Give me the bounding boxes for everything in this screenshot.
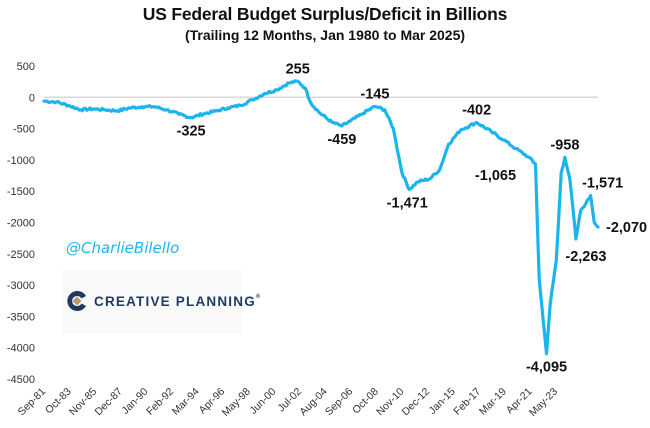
y-tick-label: -1000 xyxy=(7,155,35,167)
x-tick-label: Nov-10 xyxy=(374,386,407,419)
data-label: -402 xyxy=(462,102,491,118)
x-axis-ticks: Sep-81Oct-83Nov-85Dec-87Jan-90Feb-92Mar-… xyxy=(16,386,561,419)
x-tick-label: May-98 xyxy=(220,386,253,419)
y-axis-ticks: 500 0 -500 -1000 -1500 -2000 -2500 -3000 -3500 -4… xyxy=(7,61,35,386)
data-labels: -325 255 -459 -145 -1,471 -402 -1,065 -958 -4,09… xyxy=(177,61,648,375)
registered-mark: ® xyxy=(255,293,262,300)
y-tick-label: 0 xyxy=(29,92,35,104)
y-tick-label: -2500 xyxy=(7,249,35,261)
logo-text: CREATIVE PLANNING® xyxy=(94,293,262,309)
data-label: -2,263 xyxy=(565,249,606,265)
creative-planning-logo: CREATIVE PLANNING® xyxy=(66,290,262,312)
y-tick-label: -500 xyxy=(13,124,35,136)
y-tick-label: -3000 xyxy=(7,280,35,292)
data-label: -459 xyxy=(327,132,356,148)
x-tick-label: Feb-92 xyxy=(144,386,176,418)
y-tick-label: -4000 xyxy=(7,343,35,355)
x-tick-label: Dec-12 xyxy=(400,386,433,419)
x-tick-label: Jun-00 xyxy=(247,386,278,417)
data-label: -4,095 xyxy=(526,360,567,376)
twitter-handle: @CharlieBilello xyxy=(66,239,180,257)
y-tick-label: -1500 xyxy=(7,186,35,198)
x-tick-label: Mar-19 xyxy=(477,386,509,418)
x-tick-label: Feb-17 xyxy=(451,386,483,418)
data-label: -1,571 xyxy=(582,176,623,192)
data-label: -145 xyxy=(360,86,389,102)
chart-title: US Federal Budget Surplus/Deficit in Bil… xyxy=(142,4,508,24)
y-tick-label: 500 xyxy=(17,61,35,73)
logo-background xyxy=(62,270,242,334)
y-tick-label: -4500 xyxy=(7,374,35,386)
x-tick-label: Aug-04 xyxy=(297,386,330,419)
data-label: 255 xyxy=(286,61,310,77)
x-tick-label: Mar-94 xyxy=(170,386,202,418)
x-tick-label: Nov-85 xyxy=(67,386,100,419)
data-label: -325 xyxy=(177,124,206,140)
data-label: -958 xyxy=(550,137,579,153)
data-label: -2,070 xyxy=(606,220,647,236)
y-tick-label: -2000 xyxy=(7,218,35,230)
x-tick-label: May-23 xyxy=(527,386,560,419)
x-tick-label: Dec-87 xyxy=(92,386,125,419)
creative-planning-logo-icon xyxy=(67,290,86,311)
y-tick-label: -3500 xyxy=(7,311,35,323)
x-tick-label: Sep-06 xyxy=(323,386,356,419)
deficit-series-line xyxy=(42,79,600,356)
data-label: -1,471 xyxy=(387,195,428,211)
chart-subtitle: (Trailing 12 Months, Jan 1980 to Mar 202… xyxy=(184,27,466,43)
data-label: -1,065 xyxy=(475,168,516,184)
x-tick-label: Sep-81 xyxy=(16,386,49,419)
